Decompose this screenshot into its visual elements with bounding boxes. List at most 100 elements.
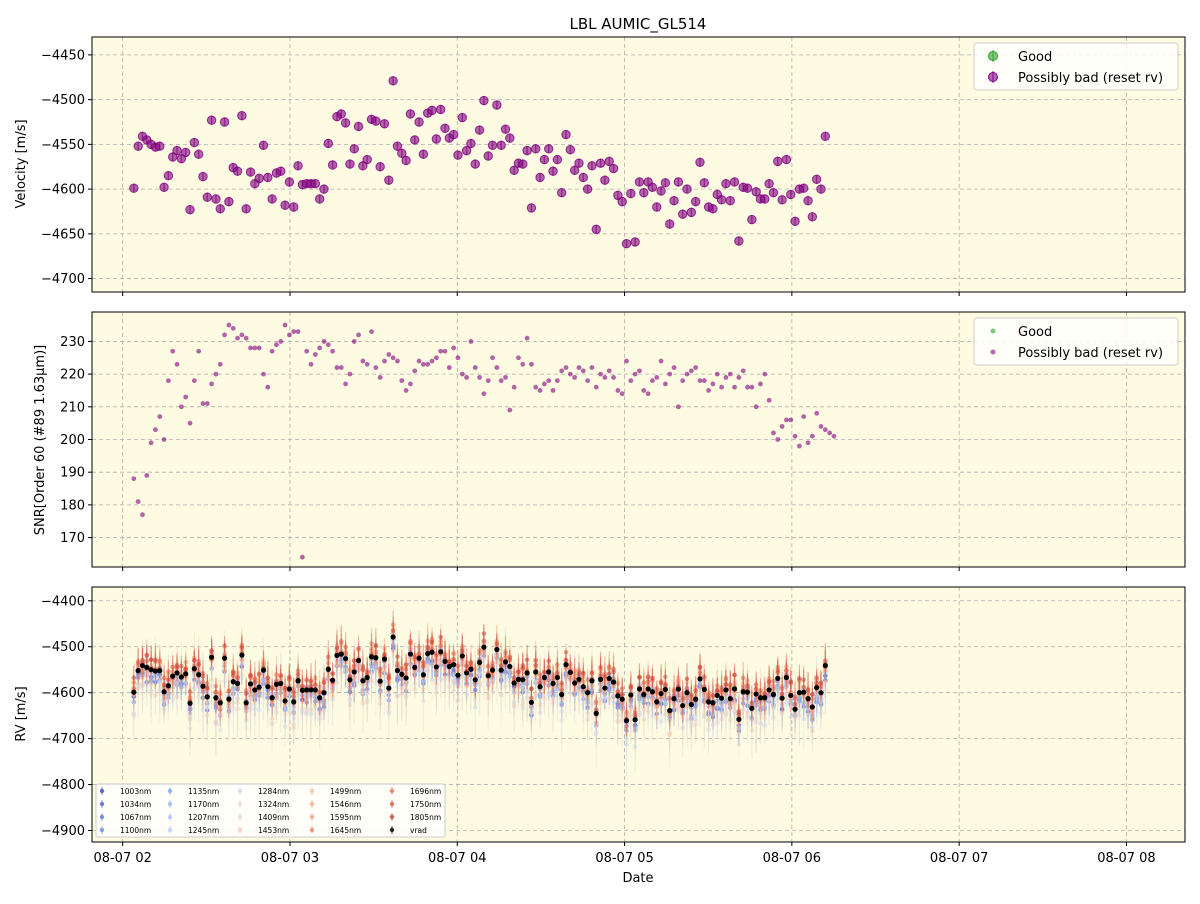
velocity-point bbox=[181, 148, 189, 156]
velocity-point bbox=[666, 220, 674, 228]
y-tick-label: −4550 bbox=[41, 138, 85, 153]
rv-wavelength-point bbox=[603, 674, 608, 679]
rv-wavelength-point bbox=[620, 692, 625, 697]
velocity-point bbox=[285, 178, 293, 186]
velocity-point bbox=[670, 197, 678, 205]
rv-wavelength-point bbox=[374, 643, 379, 648]
rv-wavelength-point bbox=[387, 705, 392, 710]
rv-wavelength-point bbox=[240, 645, 245, 650]
rv-wavelength-point bbox=[499, 692, 504, 697]
velocity-point bbox=[493, 101, 501, 109]
snr-point bbox=[806, 440, 811, 445]
snr-point bbox=[620, 391, 625, 396]
velocity-point bbox=[471, 160, 479, 168]
rv-wavelength-point bbox=[222, 643, 227, 648]
snr-point bbox=[607, 368, 612, 373]
snr-legend-bad-label: Possibly bad (reset rv) bbox=[1018, 346, 1163, 361]
velocity-point bbox=[186, 205, 194, 213]
snr-point bbox=[555, 378, 560, 383]
rv-wavelength-point bbox=[192, 658, 197, 663]
velocity-point bbox=[199, 172, 207, 180]
velocity-point bbox=[804, 197, 812, 205]
snr-point bbox=[274, 342, 279, 347]
rv-wavelength-point bbox=[469, 661, 474, 666]
snr-point bbox=[399, 378, 404, 383]
rv-wavelength-point bbox=[629, 712, 634, 717]
velocity-point bbox=[774, 157, 782, 165]
velocity-point bbox=[173, 146, 181, 154]
velocity-point bbox=[562, 130, 570, 138]
snr-point bbox=[788, 417, 793, 422]
velocity-point bbox=[315, 195, 323, 203]
snr-point bbox=[481, 391, 486, 396]
rv-wavelength-point bbox=[144, 653, 149, 658]
snr-point bbox=[797, 444, 802, 449]
snr-point bbox=[698, 378, 703, 383]
snr-point bbox=[136, 499, 141, 504]
y-tick-label: 190 bbox=[60, 466, 85, 481]
velocity-point bbox=[363, 155, 371, 163]
velocity-y-label: Velocity [m/s] bbox=[14, 119, 29, 208]
snr-point bbox=[780, 424, 785, 429]
rv-wavelength-point bbox=[322, 708, 327, 713]
snr-point bbox=[810, 434, 815, 439]
velocity-point bbox=[475, 126, 483, 134]
rv-wavelength-point bbox=[291, 690, 296, 695]
rv-wavelength-point bbox=[348, 703, 353, 708]
velocity-point bbox=[406, 110, 414, 118]
y-tick-label: −4700 bbox=[41, 272, 85, 287]
rv-wavelength-point bbox=[546, 659, 551, 664]
snr-point bbox=[175, 362, 180, 367]
rv-wavelength-point bbox=[304, 710, 309, 715]
snr-point bbox=[425, 362, 430, 367]
rv-wavelength-point bbox=[153, 657, 158, 662]
velocity-point bbox=[311, 180, 319, 188]
snr-point bbox=[633, 372, 638, 377]
snr-point bbox=[343, 382, 348, 387]
velocity-point bbox=[722, 180, 730, 188]
snr-point bbox=[339, 365, 344, 370]
snr-point bbox=[603, 375, 608, 380]
snr-point bbox=[131, 476, 136, 481]
y-tick-label: 230 bbox=[60, 335, 85, 350]
rv-wavelength-point bbox=[598, 665, 603, 670]
velocity-point bbox=[592, 225, 600, 233]
snr-point bbox=[244, 336, 249, 341]
snr-point bbox=[296, 329, 301, 334]
velocity-point bbox=[190, 138, 198, 146]
rv-wavelength-point bbox=[149, 657, 154, 662]
rv-wavelength-point bbox=[482, 631, 487, 636]
snr-point bbox=[382, 359, 387, 364]
snr-point bbox=[149, 440, 154, 445]
snr-point bbox=[784, 417, 789, 422]
snr-point bbox=[494, 365, 499, 370]
velocity-point bbox=[800, 184, 808, 192]
snr-point bbox=[335, 365, 340, 370]
snr-point bbox=[503, 375, 508, 380]
velocity-point bbox=[402, 156, 410, 164]
snr-point bbox=[412, 368, 417, 373]
snr-point bbox=[676, 404, 681, 409]
rv-wavelength-point bbox=[624, 737, 629, 742]
snr-point bbox=[641, 388, 646, 393]
snr-point bbox=[326, 342, 331, 347]
snr-point bbox=[628, 378, 633, 383]
velocity-point bbox=[220, 118, 228, 126]
velocity-point bbox=[557, 188, 565, 196]
rv-wavelength-point bbox=[482, 665, 487, 670]
snr-point bbox=[214, 372, 219, 377]
snr-point bbox=[538, 388, 543, 393]
velocity-point bbox=[540, 155, 548, 163]
snr-point bbox=[218, 362, 223, 367]
rv-wavelength-point bbox=[179, 664, 184, 669]
snr-point bbox=[693, 365, 698, 370]
velocity-point bbox=[769, 188, 777, 196]
snr-point bbox=[646, 391, 651, 396]
snr-point bbox=[365, 362, 370, 367]
rv-wavelength-point bbox=[183, 667, 188, 672]
velocity-point bbox=[385, 176, 393, 184]
velocity-point bbox=[294, 162, 302, 170]
